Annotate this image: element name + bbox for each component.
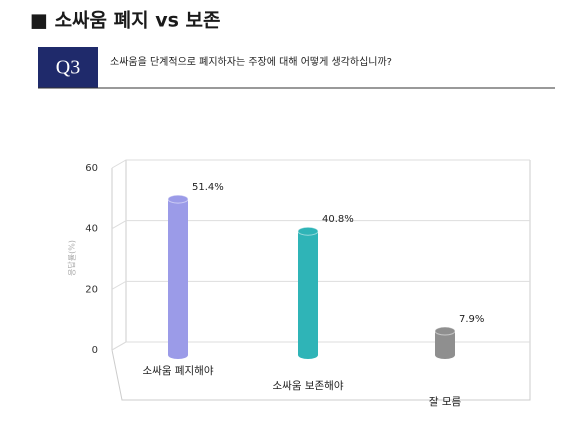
bar-cap (434, 326, 456, 336)
bar (298, 231, 318, 355)
y-tick-label: 40 (85, 224, 98, 235)
question-text: 소싸움을 단계적으로 폐지하자는 주장에 대해 어떻게 생각하십니까? (110, 55, 392, 68)
x-tick-label: 소싸움 폐지해야 (143, 364, 214, 377)
y-tick-label: 20 (85, 284, 98, 295)
bar-base (435, 351, 455, 359)
x-tick-label: 잘 모름 (429, 396, 462, 408)
bar (168, 199, 188, 355)
page-title: ■ 소싸움 폐지 vs 보존 (30, 10, 220, 32)
question-badge (38, 47, 98, 88)
bar-cap (297, 226, 319, 236)
bar-base (298, 351, 318, 359)
question-number: Q3 (56, 57, 80, 79)
bar-cap (167, 194, 189, 204)
plot: 0 20 40 60 51.4% 소싸움 폐지해야 40.8% 소싸움 보존해야 7.9% 잘 모… (85, 159, 531, 408)
bar-base (168, 351, 188, 359)
y-axis-label: 응답률(%) (67, 240, 77, 276)
bar (435, 331, 455, 355)
grid-line (111, 159, 530, 169)
value-label: 40.8% (322, 214, 354, 225)
y-tick-label: 60 (85, 163, 98, 174)
grid-line (111, 341, 530, 351)
value-label: 51.4% (192, 182, 224, 193)
value-label: 7.9% (459, 314, 484, 325)
grid-line (111, 280, 530, 290)
grid-line (111, 220, 530, 230)
x-tick-label: 소싸움 보존해야 (273, 379, 344, 392)
y-tick-label: 0 (92, 345, 98, 356)
